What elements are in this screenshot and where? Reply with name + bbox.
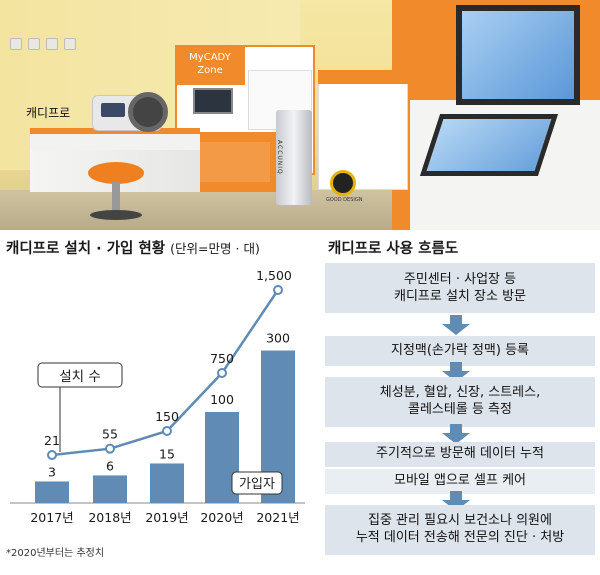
chart-title-text: 캐디프로 설치 · 가입 현황 <box>6 241 166 257</box>
line-label-4: 750 <box>210 351 234 366</box>
x-tick-3: 2019년 <box>145 510 188 525</box>
bar-label-5: 300 <box>266 331 290 346</box>
flow-arrow-icon <box>442 315 470 335</box>
kiosk-photo: GOOD DESIGN MyCADY Zone ACCUNIQ 캐디프로 <box>0 0 600 230</box>
flow-step-line: 콜레스테롤 등 측정 <box>408 402 512 417</box>
side-cabinet-trim <box>318 70 408 84</box>
chart-unit: (단위=만명 · 대) <box>170 241 260 256</box>
x-tick-4: 2020년 <box>200 510 243 525</box>
photo-label: 캐디프로 <box>26 106 71 120</box>
flow-arrow-icon <box>442 491 470 511</box>
line-point-3 <box>162 426 172 436</box>
line-legend-box <box>37 362 123 388</box>
kiosk-touch-screen <box>419 114 559 176</box>
flow-step-diagnosis: 집중 관리 필요시 보건소나 의원에 누적 데이터 전송해 전문의 진단 · 처… <box>325 505 595 555</box>
bar-1 <box>35 481 69 503</box>
flow-arrow-icon <box>442 424 470 444</box>
wall-outlets <box>10 38 130 52</box>
x-tick-1: 2017년 <box>30 510 73 525</box>
chart-title: 캐디프로 설치 · 가입 현황 (단위=만명 · 대) <box>6 237 260 258</box>
flow-step-accumulate: 주기적으로 방문해 데이터 누적 <box>325 442 595 467</box>
flow-step-line: 지정맥(손가락 정맥) 등록 <box>390 343 529 358</box>
kiosk-upper-screen <box>456 5 580 105</box>
flow-step-line: 주기적으로 방문해 데이터 누적 <box>376 446 544 461</box>
side-cabinet <box>318 70 408 190</box>
bar-label-1: 3 <box>48 464 56 479</box>
flow-step-selfcare: 모바일 앱으로 셀프 케어 <box>325 469 595 494</box>
bar-label-4: 100 <box>210 392 234 407</box>
line-point-1 <box>47 450 57 460</box>
flow-step-visit: 주민센터 · 사업장 등 캐디프로 설치 장소 방문 <box>325 263 595 313</box>
good-design-logo <box>330 170 356 196</box>
stool-pole <box>112 182 120 214</box>
bar-label-2: 6 <box>106 458 114 473</box>
x-tick-5: 2021년 <box>256 510 299 525</box>
line-label-5: 1,500 <box>256 268 292 283</box>
flow-step-line: 모바일 앱으로 셀프 케어 <box>394 473 526 488</box>
line-point-4 <box>217 368 227 378</box>
flow-step-line: 캐디프로 설치 장소 방문 <box>394 289 526 304</box>
booth-sign: MyCADY Zone <box>175 45 245 85</box>
line-legend-text: 설치 수 <box>59 369 101 385</box>
scale-brand: ACCUNIQ <box>276 140 283 175</box>
bar-legend-text: 가입자 <box>239 477 275 492</box>
bar-3 <box>150 463 184 503</box>
stool-base <box>90 210 142 220</box>
line-label-2: 55 <box>102 427 118 442</box>
body-composition-scale <box>276 110 312 205</box>
x-tick-2: 2018년 <box>88 510 131 525</box>
flow-step-register: 지정맥(손가락 정맥) 등록 <box>325 336 595 366</box>
bar-2 <box>93 475 127 503</box>
flow-arrow-icon <box>442 362 470 382</box>
flow-title: 캐디프로 사용 흐름도 <box>328 241 459 257</box>
flow-step-line: 체성분, 혈압, 신장, 스트레스, <box>379 385 541 400</box>
flow-step-line: 집중 관리 필요시 보건소나 의원에 <box>368 513 552 528</box>
flow-step-line: 누적 데이터 전송해 전문의 진단 · 처방 <box>355 530 565 545</box>
line-label-3: 150 <box>155 409 179 424</box>
chart-note: *2020년부터는 추정치 <box>6 548 105 559</box>
line-point-5 <box>273 285 283 295</box>
stool <box>88 162 144 184</box>
bp-cuff <box>128 92 168 132</box>
booth-screen <box>193 88 233 114</box>
flow-step-line: 주민센터 · 사업장 등 <box>403 272 517 287</box>
line-point-2 <box>105 443 115 454</box>
bar-label-3: 15 <box>159 446 175 461</box>
logo-caption: GOOD DESIGN <box>326 197 363 203</box>
line-label-1: 21 <box>44 433 60 448</box>
bar-legend-box <box>231 471 283 495</box>
flow-step-measure: 체성분, 혈압, 신장, 스트레스, 콜레스테롤 등 측정 <box>325 377 595 427</box>
